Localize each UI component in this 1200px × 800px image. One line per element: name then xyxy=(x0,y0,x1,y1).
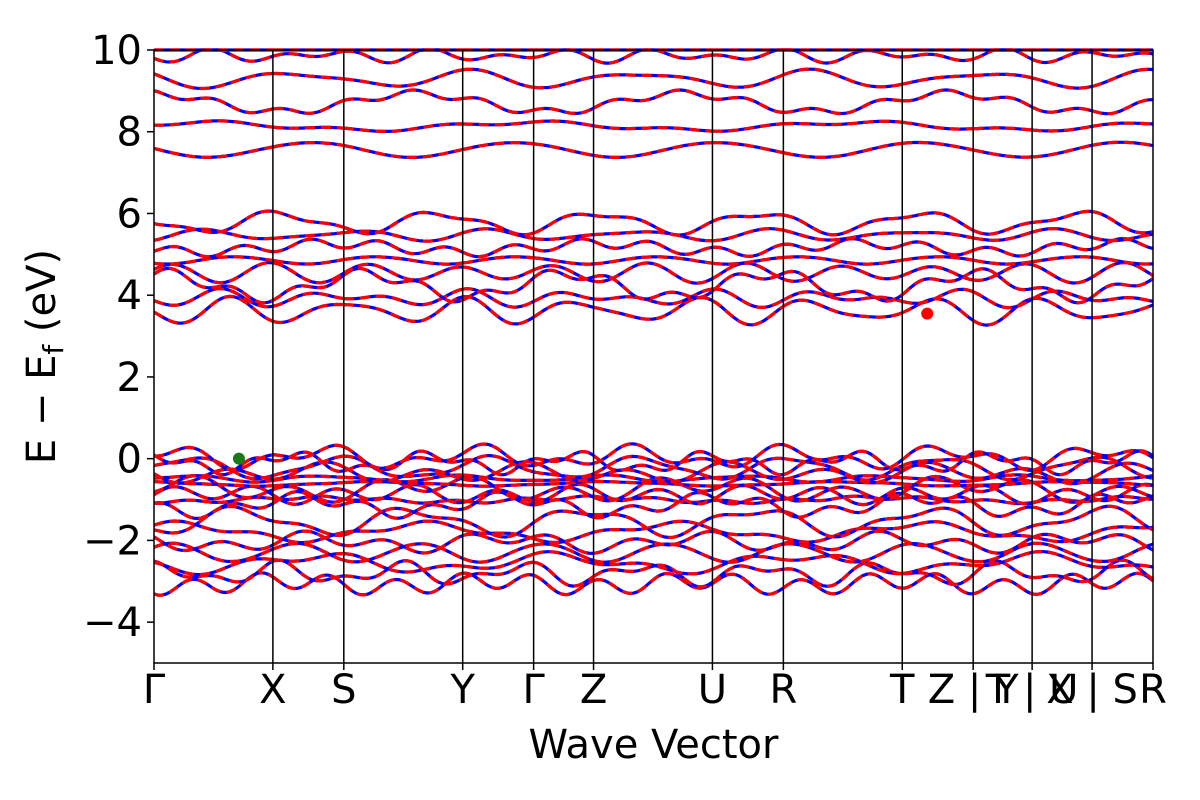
y-tick-label: 10 xyxy=(91,28,142,74)
kpoint-divider-lines xyxy=(272,50,1093,663)
cbm-marker xyxy=(921,307,934,320)
plot-frame xyxy=(153,49,1154,664)
band-line-spin-up xyxy=(153,519,1154,545)
band-line-spin-up xyxy=(153,541,1154,564)
band-line-spin-down xyxy=(153,88,1153,116)
x-tick-label: T | U xyxy=(985,667,1079,713)
x-tick-label: Γ xyxy=(522,667,545,713)
y-axis-ticks: −4 −2 0 2 4 6 8 10 xyxy=(83,28,154,646)
y-tick-label: 2 xyxy=(117,355,142,401)
y-tick-label: −4 xyxy=(83,600,142,646)
band-line-spin-up xyxy=(153,286,1154,310)
band-extrema-markers xyxy=(232,307,934,465)
vbm-marker xyxy=(232,452,245,465)
x-tick-label: X xyxy=(259,667,286,713)
x-tick-label: S xyxy=(331,667,356,713)
x-axis-title: Wave Vector xyxy=(529,722,780,768)
x-tick-label: Z | Y xyxy=(928,667,1019,713)
x-tick-label: Z xyxy=(580,667,607,713)
y-tick-label: 6 xyxy=(117,191,142,237)
x-tick-label: R xyxy=(769,667,797,713)
band-line-spin-up xyxy=(153,474,1154,504)
band-lines-group xyxy=(153,48,1154,597)
x-tick-label: X | S xyxy=(1046,667,1138,713)
x-tick-label: T xyxy=(889,667,915,713)
band-line-spin-up xyxy=(153,67,1154,91)
band-line-spin-up xyxy=(153,266,1154,305)
band-line-spin-down xyxy=(153,140,1154,159)
x-tick-label: Y xyxy=(449,667,475,713)
band-line-spin-up xyxy=(153,140,1154,159)
y-tick-label: −2 xyxy=(83,518,142,564)
x-tick-label: R xyxy=(1139,667,1167,713)
band-line-spin-down xyxy=(153,67,1154,91)
band-line-spin-down xyxy=(153,48,1154,65)
x-tick-label: U xyxy=(698,667,727,713)
band-line-spin-up xyxy=(153,227,1154,243)
band-line-spin-up xyxy=(153,209,1154,237)
band-line-spin-up xyxy=(153,479,1154,488)
y-tick-label: 0 xyxy=(117,437,142,483)
x-tick-label: Γ xyxy=(143,667,166,713)
y-tick-label: 8 xyxy=(117,110,142,156)
band-line-spin-up xyxy=(154,119,1154,133)
band-line-spin-up xyxy=(153,236,1154,259)
band-line-spin-up xyxy=(153,442,1154,473)
band-line-spin-up xyxy=(153,255,1153,266)
y-tick-label: 4 xyxy=(117,273,142,319)
band-line-spin-up xyxy=(153,453,1154,482)
band-line-spin-up xyxy=(153,88,1153,116)
band-line-spin-up xyxy=(153,473,1154,484)
band-line-spin-up xyxy=(153,48,1154,65)
y-axis-title: E − Ef (eV) xyxy=(19,249,70,464)
band-line-spin-up xyxy=(153,529,1154,556)
band-line-spin-up xyxy=(153,489,1154,521)
band-line-spin-up xyxy=(153,449,1154,477)
band-line-spin-down xyxy=(154,119,1154,133)
